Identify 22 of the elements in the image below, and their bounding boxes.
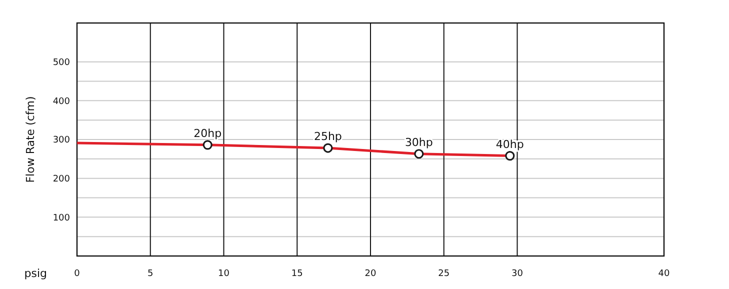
- x-tick-label: 15: [291, 269, 303, 279]
- point: [505, 151, 515, 161]
- x-tick-label: 30: [512, 269, 524, 279]
- x-tick-label: 5: [148, 269, 154, 279]
- x-tick-label: 25: [438, 269, 450, 279]
- point: [323, 143, 333, 153]
- annotation: 25hp: [314, 130, 342, 144]
- point: [414, 149, 424, 159]
- x-axis-title: psig: [24, 267, 47, 280]
- annotation: 30hp: [404, 136, 433, 149]
- y-tick-label: 100: [52, 213, 70, 224]
- y-tick-label: 500: [52, 58, 70, 68]
- x-tick-label: 40: [658, 269, 670, 279]
- x-tick-label: 10: [218, 269, 230, 279]
- x-tick-label: 20: [364, 269, 376, 279]
- annotation: 20hp: [194, 126, 222, 140]
- y-tick-label: 200: [52, 174, 70, 184]
- point: [202, 140, 212, 150]
- y-tick-label: 300: [52, 136, 70, 146]
- y-axis-title: Flow Rate (cfm): [24, 96, 37, 183]
- x-tick-label: 0: [74, 269, 80, 279]
- y-tick-label: 400: [52, 96, 70, 107]
